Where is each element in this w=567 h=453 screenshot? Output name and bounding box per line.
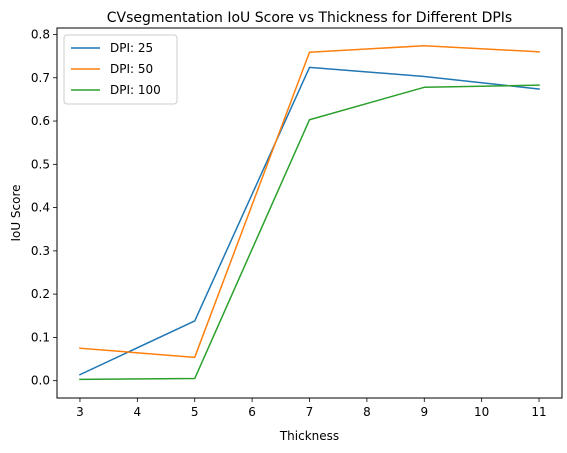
y-tick-label: 0.7: [31, 71, 50, 85]
y-tick-label: 0.2: [31, 287, 50, 301]
x-tick-label: 3: [76, 405, 84, 419]
x-tick-label: 8: [363, 405, 371, 419]
y-tick-label: 0.3: [31, 244, 50, 258]
x-axis-label: Thickness: [279, 429, 339, 443]
series-line-dpi-25: [78, 66, 540, 376]
x-axis: 3 4 5 6 7 8 9 10 11: [76, 398, 547, 419]
y-tick-label: 0.6: [31, 114, 50, 128]
y-tick-label: 0.8: [31, 27, 50, 41]
legend-label-dpi-100: DPI: 100: [110, 83, 161, 97]
series-layer: [78, 44, 540, 381]
y-tick-label: 0.0: [31, 374, 50, 388]
x-tick-label: 5: [191, 405, 199, 419]
series-line-dpi-100: [79, 84, 540, 381]
legend-label-dpi-50: DPI: 50: [110, 62, 153, 76]
legend-box: [63, 34, 178, 105]
y-axis: 0.0 0.1 0.2 0.3 0.4 0.5 0.6 0.7 0.8: [31, 27, 57, 388]
x-tick-label: 6: [248, 405, 256, 419]
y-axis-label: IoU Score: [9, 184, 23, 241]
x-tick-label: 7: [306, 405, 314, 419]
chart-title: CVsegmentation IoU Score vs Thickness fo…: [107, 10, 512, 26]
legend-label-dpi-25: DPI: 25: [110, 41, 153, 55]
x-tick-label: 4: [134, 405, 142, 419]
legend: DPI: 25 DPI: 50 DPI: 100: [63, 34, 178, 105]
x-tick-label: 10: [474, 405, 489, 419]
y-tick-label: 0.5: [31, 157, 50, 171]
x-tick-label: 9: [420, 405, 428, 419]
y-tick-label: 0.1: [31, 330, 50, 344]
y-tick-label: 0.4: [31, 201, 50, 215]
x-tick-label: 11: [531, 405, 546, 419]
